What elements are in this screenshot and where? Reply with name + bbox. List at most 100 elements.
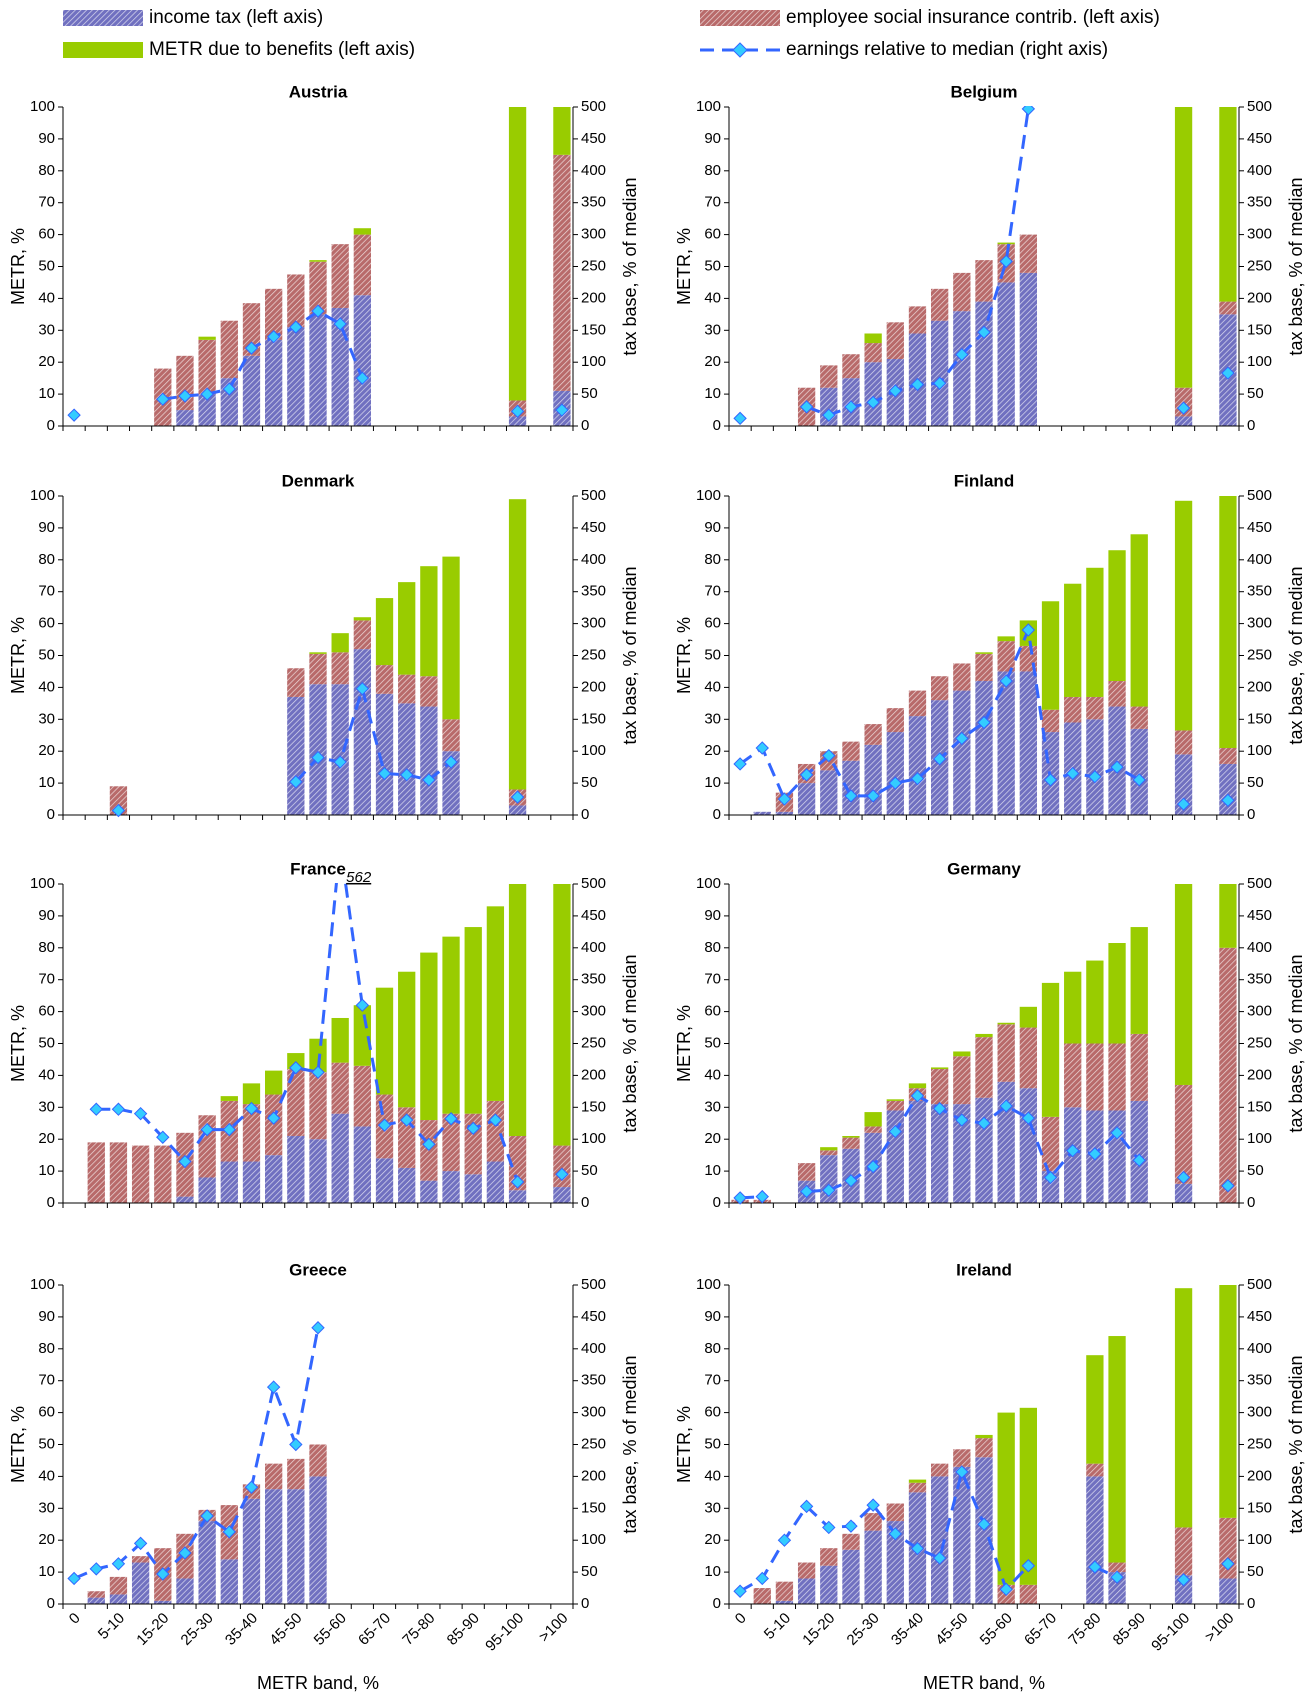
- bar: [842, 741, 860, 761]
- y2-tick-label: 200: [1247, 678, 1272, 695]
- bar: [331, 1062, 349, 1114]
- y2-tick-label: 50: [1247, 1162, 1264, 1179]
- bar: [398, 1167, 416, 1203]
- y2-tick-label: 350: [581, 1372, 606, 1389]
- y2-tick-label: 200: [581, 289, 606, 306]
- line-marker: [932, 376, 947, 390]
- bar: [864, 724, 882, 745]
- bar: [375, 665, 394, 694]
- bar: [508, 416, 527, 426]
- bar: [420, 566, 438, 677]
- bar: [265, 288, 283, 340]
- y-tick-label: 0: [47, 417, 55, 434]
- y-tick-label: 40: [704, 1066, 721, 1083]
- bar: [997, 1024, 1015, 1082]
- y-tick-label: 30: [704, 321, 721, 338]
- line-marker: [977, 1517, 991, 1531]
- line-marker: [777, 1533, 792, 1547]
- y2-axis-label: tax base, % of median: [1286, 566, 1306, 744]
- bar: [353, 649, 371, 815]
- line-marker: [888, 776, 903, 790]
- y2-tick-label: 450: [581, 1308, 606, 1325]
- bar: [442, 719, 460, 752]
- y-tick-label: 40: [38, 678, 55, 695]
- line-marker: [444, 1112, 458, 1126]
- bar: [1174, 754, 1193, 815]
- bar: [242, 1161, 261, 1203]
- y-tick-label: 40: [38, 1066, 55, 1083]
- bar: [176, 1578, 194, 1604]
- bar: [353, 228, 371, 235]
- y-tick-label: 100: [30, 1276, 55, 1293]
- y-tick-label: 50: [38, 1034, 55, 1051]
- line-marker: [133, 1106, 148, 1121]
- bar: [176, 410, 194, 426]
- x-tick-label: >100: [1202, 1610, 1238, 1646]
- y2-tick-label: 250: [1247, 1034, 1272, 1051]
- y-tick-label: 40: [704, 678, 721, 695]
- line-marker: [311, 304, 325, 318]
- line-marker: [955, 1113, 969, 1127]
- bar: [820, 770, 838, 815]
- y-tick-label: 60: [38, 615, 55, 632]
- line-marker: [888, 1124, 903, 1139]
- line-marker: [822, 408, 836, 422]
- line-marker: [733, 757, 747, 771]
- bar: [242, 1498, 261, 1604]
- y2-tick-label: 200: [581, 678, 606, 695]
- bar: [331, 1017, 349, 1063]
- x-tick-label: 55-60: [977, 1610, 1016, 1649]
- line-marker: [1021, 623, 1036, 637]
- line-marker: [799, 1499, 814, 1514]
- line-marker: [156, 1130, 170, 1144]
- line-marker: [955, 731, 969, 746]
- bar: [1108, 1572, 1126, 1604]
- bar: [1219, 1285, 1237, 1518]
- x-tick-label: 0: [66, 1610, 84, 1628]
- bar: [1174, 1084, 1193, 1184]
- bar: [908, 1083, 927, 1089]
- bar: [242, 355, 261, 426]
- bar: [1130, 1033, 1148, 1101]
- y-axis-label: METR, %: [8, 1406, 28, 1483]
- bar: [931, 1067, 949, 1070]
- y-tick-label: 70: [38, 1372, 55, 1389]
- bar: [1019, 1027, 1037, 1089]
- line-marker: [289, 1061, 303, 1075]
- bar: [198, 339, 216, 395]
- line-marker: [910, 1541, 925, 1556]
- legend-marker: [732, 42, 748, 58]
- bar: [353, 234, 371, 296]
- line-marker: [1021, 1111, 1036, 1125]
- bar: [287, 696, 305, 815]
- line-marker: [999, 674, 1013, 688]
- legend-label: income tax (left axis): [149, 7, 323, 28]
- y-tick-label: 40: [704, 289, 721, 306]
- bar: [420, 676, 438, 707]
- bar: [1108, 1336, 1126, 1563]
- line-marker: [866, 395, 880, 410]
- y-tick-label: 70: [704, 583, 721, 600]
- y2-axis-label: tax base, % of median: [620, 954, 640, 1132]
- bar: [265, 1155, 283, 1203]
- bar: [997, 636, 1015, 642]
- bar: [931, 320, 949, 426]
- panel: Austria 0 10 20 30 40 50 60 70 80 90 100 0 50 100 150 20…: [8, 82, 640, 433]
- x-tick-label: 25-30: [844, 1610, 883, 1649]
- chart-title: France: [290, 859, 346, 878]
- x-tick-label: 25-30: [178, 1610, 217, 1649]
- y2-tick-label: 350: [581, 194, 606, 211]
- y2-tick-label: 350: [1247, 194, 1272, 211]
- bar: [1086, 1043, 1104, 1111]
- bar: [775, 811, 794, 815]
- bar: [886, 1100, 904, 1111]
- bar: [753, 1588, 771, 1604]
- y-tick-label: 30: [704, 1098, 721, 1115]
- bar: [154, 1600, 172, 1604]
- line-marker: [377, 766, 392, 781]
- line-marker: [156, 1567, 170, 1581]
- line-marker: [200, 1509, 214, 1523]
- bar: [975, 653, 993, 682]
